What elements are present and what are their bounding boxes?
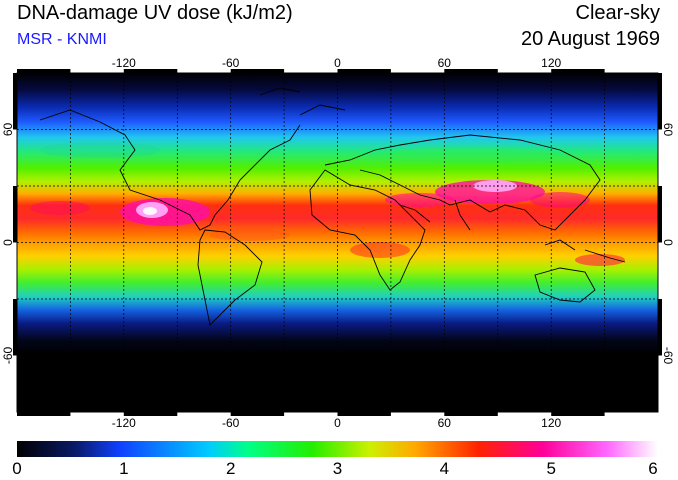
lat-tick-right: 0 xyxy=(661,239,675,246)
lon-tick-top: -120 xyxy=(112,56,136,70)
chart-title: DNA-damage UV dose (kJ/m2) xyxy=(17,2,293,24)
lat-tick-left: 0 xyxy=(1,239,15,246)
colorbar-label: 5 xyxy=(546,459,556,478)
lat-tick-right: -60 xyxy=(661,347,675,365)
lon-tick-bottom: -60 xyxy=(222,416,240,430)
lon-tick-top: 60 xyxy=(438,56,452,70)
lon-tick-bottom: 60 xyxy=(438,416,452,430)
lat-tick-left: -60 xyxy=(1,347,15,365)
lon-tick-top: -60 xyxy=(222,56,240,70)
colorbar xyxy=(17,441,658,457)
colorbar-label: 1 xyxy=(119,459,129,478)
uv-hotspots xyxy=(30,142,625,266)
lat-tick-right: 60 xyxy=(661,123,675,137)
date-label: 20 August 1969 xyxy=(520,28,660,50)
lon-tick-bottom: 0 xyxy=(334,416,341,430)
colorbar-label: 3 xyxy=(332,459,343,478)
lon-tick-top: 0 xyxy=(334,56,341,70)
lat-tick-left: 60 xyxy=(1,123,15,137)
lon-tick-bottom: -120 xyxy=(112,416,136,430)
lon-tick-bottom: 120 xyxy=(541,416,561,430)
colorbar-label: 6 xyxy=(648,459,658,478)
graticule xyxy=(17,73,658,412)
frame-ticks xyxy=(13,69,662,416)
lon-tick-top: 120 xyxy=(541,56,561,70)
colorbar-label: 0 xyxy=(12,459,22,478)
colorbar-label: 4 xyxy=(439,459,450,478)
colorbar-label: 2 xyxy=(225,459,236,478)
source-label: MSR - KNMI xyxy=(17,31,107,48)
sky-condition-label: Clear-sky xyxy=(575,2,660,24)
